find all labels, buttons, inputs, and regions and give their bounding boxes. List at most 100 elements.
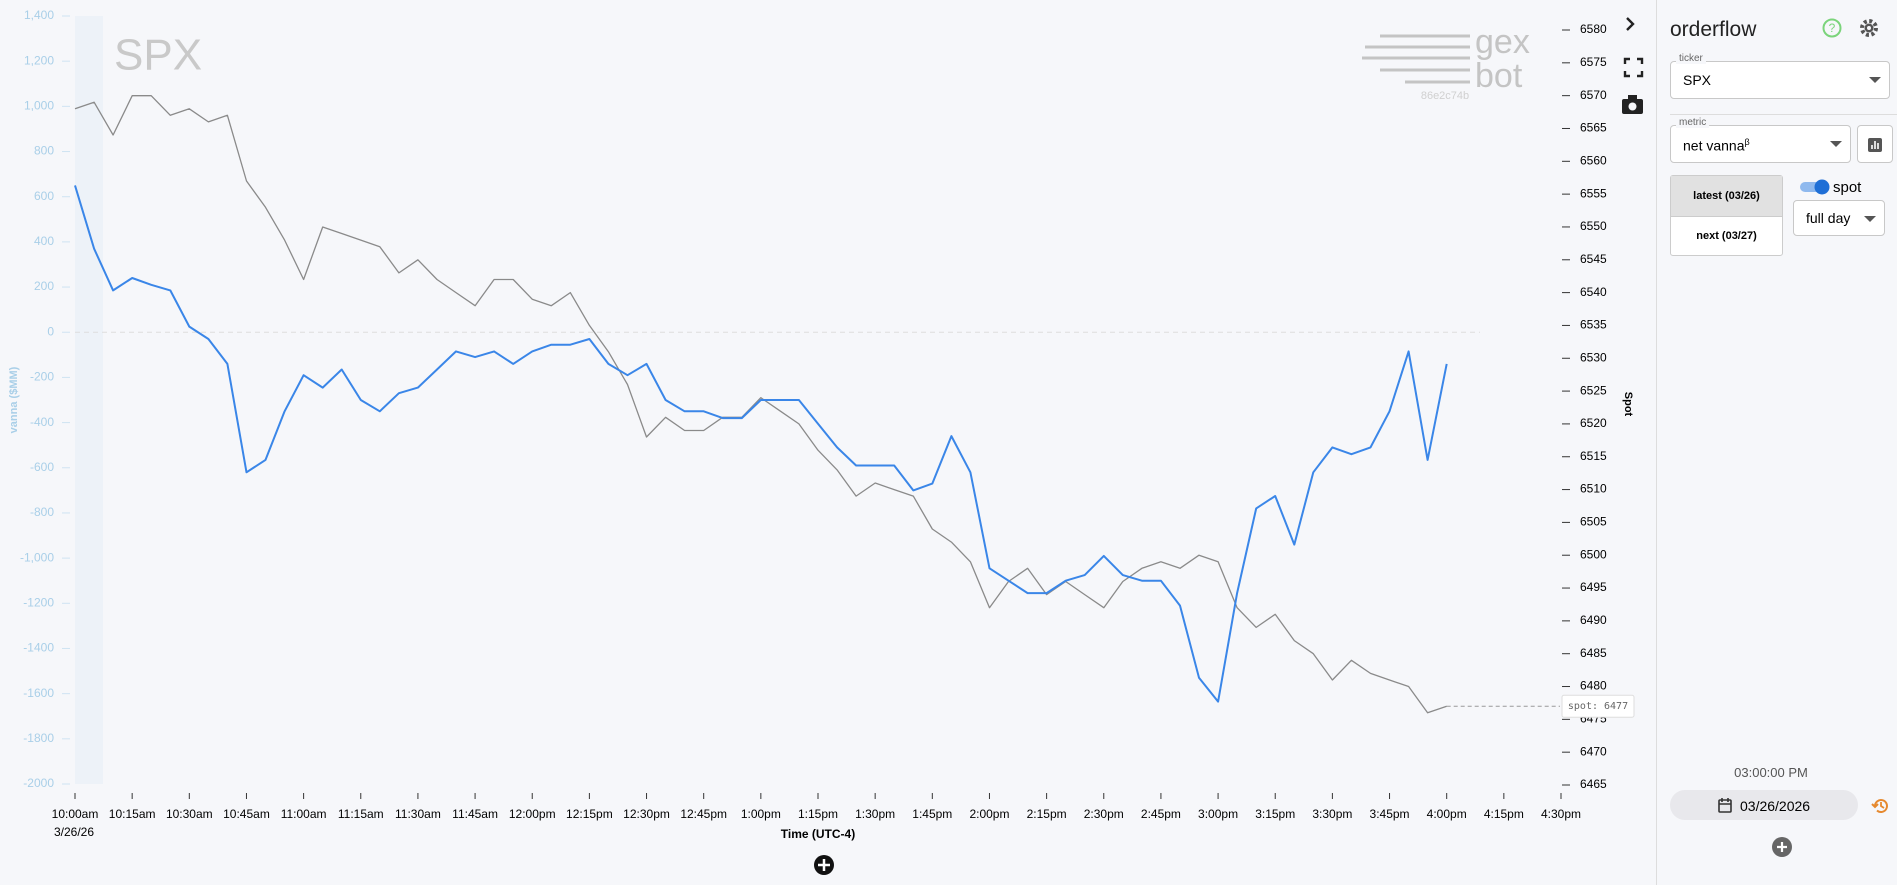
series-line <box>74 95 1447 714</box>
x-tick-label: 12:45pm <box>680 807 727 821</box>
y-tick-label: -1600 <box>23 686 54 700</box>
icons[interactable] <box>814 17 1644 875</box>
x-tick-label: 1:15pm <box>798 807 838 821</box>
x-axis-title: Time (UTC-4) <box>781 827 855 841</box>
x-tick-label: 1:30pm <box>855 807 895 821</box>
x-tick-label: 4:30pm <box>1541 807 1581 821</box>
tab[interactable]: next (03/27) <box>1671 216 1782 256</box>
y-axis-title: vanna ($MM) <box>8 366 20 433</box>
chart: SPX gex bot 86e2c74b vanna ($MM) Spot Ti… <box>8 8 1644 875</box>
calendar-icon <box>1718 798 1732 813</box>
svg-text:?: ? <box>1829 21 1836 35</box>
watermark-ticker: SPX <box>114 31 202 80</box>
date-picker[interactable]: 03/26/2026 <box>1670 790 1858 820</box>
y2-tick-label: 6550 <box>1580 219 1607 233</box>
header-icons: ? <box>1822 18 1878 38</box>
x-tick-label: 11:45am <box>452 807 498 821</box>
date-value: 03/26/2026 <box>1740 798 1811 814</box>
camera-icon[interactable] <box>1622 95 1643 114</box>
x-tick-label: 12:15pm <box>566 807 613 821</box>
settings-icon[interactable] <box>1860 19 1878 37</box>
chart-type-button[interactable] <box>1857 125 1893 163</box>
y-tick-label: 0 <box>47 324 54 338</box>
x-tick-label: 12:00pm <box>509 807 556 821</box>
y2-tick-label: 6570 <box>1580 88 1607 102</box>
x-tick-label: 10:15am <box>109 807 156 821</box>
metric-label: metric <box>1676 117 1710 128</box>
fullscreen-icon[interactable] <box>1623 57 1644 78</box>
history-icon[interactable] <box>1871 796 1891 816</box>
y-tick-label: 200 <box>34 279 54 293</box>
y-tick-label: 1,400 <box>24 8 54 22</box>
y2-tick-label: 6560 <box>1580 153 1607 167</box>
y-tick-label: 400 <box>34 234 54 248</box>
metric-select[interactable]: net vannaβ <box>1670 125 1851 163</box>
range-select[interactable]: full day <box>1793 200 1885 236</box>
x-tick-label: 11:30am <box>395 807 441 821</box>
x-tick-label: 1:00pm <box>741 807 781 821</box>
y-tick-label: -200 <box>30 370 54 384</box>
x-tick-label: 11:00am <box>281 807 327 821</box>
x-tick-label: 12:30pm <box>623 807 670 821</box>
x-tick-label: 11:15am <box>338 807 384 821</box>
y2-tick-label: 6535 <box>1580 318 1607 332</box>
y2-tick-label: 6505 <box>1580 515 1607 529</box>
divider <box>1670 114 1897 115</box>
y-tick-label: 600 <box>34 189 54 203</box>
x-tick-label: 2:00pm <box>969 807 1009 821</box>
x-tick-label: 3:00pm <box>1198 807 1238 821</box>
y-tick-label: -600 <box>30 460 54 474</box>
metric-value: net vannaβ <box>1683 137 1750 154</box>
y2-tick-label: 6575 <box>1580 55 1607 69</box>
y-tick-label: -800 <box>30 505 54 519</box>
help-icon[interactable]: ? <box>1822 18 1842 38</box>
y2-tick-label: 6555 <box>1580 186 1607 200</box>
x-tick-label: 10:00am <box>52 807 99 821</box>
y2-tick-label: 6580 <box>1580 22 1607 36</box>
x-tick-label: 1:45pm <box>912 807 952 821</box>
logo-text: bot <box>1475 57 1523 95</box>
add-icon[interactable] <box>1771 836 1793 858</box>
metric-text: net vanna <box>1683 137 1745 154</box>
y-tick-label: 1,200 <box>24 53 54 67</box>
x-tick-label: 2:45pm <box>1141 807 1181 821</box>
dropdown-arrow <box>1830 141 1842 147</box>
x-tick-label: 3:45pm <box>1370 807 1410 821</box>
y-tick-label: -1400 <box>23 641 54 655</box>
y-tick-label: -1,000 <box>20 550 54 564</box>
x-tick-label: 4:15pm <box>1484 807 1524 821</box>
logo <box>1362 34 1470 84</box>
y2-tick-label: 6490 <box>1580 613 1607 627</box>
spot-label: spot: 6477 <box>1568 701 1628 712</box>
y2-tick-label: 6495 <box>1580 580 1607 594</box>
expiry-tabs: latest (03/26) next (03/27) <box>1670 175 1783 256</box>
toggle-label: spot <box>1833 179 1862 196</box>
collapse-icon[interactable] <box>1626 17 1635 31</box>
logo-text: gex <box>1475 23 1530 61</box>
metric-sup: β <box>1744 137 1750 147</box>
x-tick-label: 2:30pm <box>1084 807 1124 821</box>
y2-tick-label: 6525 <box>1580 383 1607 397</box>
watermark-id: 86e2c74b <box>1421 90 1469 102</box>
time-display: 03:00:00 PM <box>1734 765 1808 780</box>
y-tick-label: -1800 <box>23 731 54 745</box>
ticker-select[interactable]: SPX <box>1670 61 1890 99</box>
spot-toggle[interactable] <box>1798 177 1832 197</box>
y2-tick-label: 6465 <box>1580 777 1607 791</box>
y2-tick-label: 6510 <box>1580 482 1607 496</box>
tab[interactable]: latest (03/26) <box>1671 176 1782 216</box>
add-button[interactable] <box>814 855 834 875</box>
y2-tick-label: 6480 <box>1580 679 1607 693</box>
y2-tick-label: 6500 <box>1580 547 1607 561</box>
shade <box>75 16 103 784</box>
y2-tick-label: 6520 <box>1580 416 1607 430</box>
panel-title: orderflow <box>1670 18 1757 41</box>
y-tick-label: -2000 <box>23 776 54 790</box>
y2-tick-label: 6515 <box>1580 449 1607 463</box>
dropdown-arrow <box>1864 216 1876 222</box>
x-tick-label: 10:30am <box>166 807 213 821</box>
dropdown-arrow <box>1869 77 1881 83</box>
x-tick-label: 10:45am <box>223 807 270 821</box>
y2-tick-label: 6545 <box>1580 252 1607 266</box>
